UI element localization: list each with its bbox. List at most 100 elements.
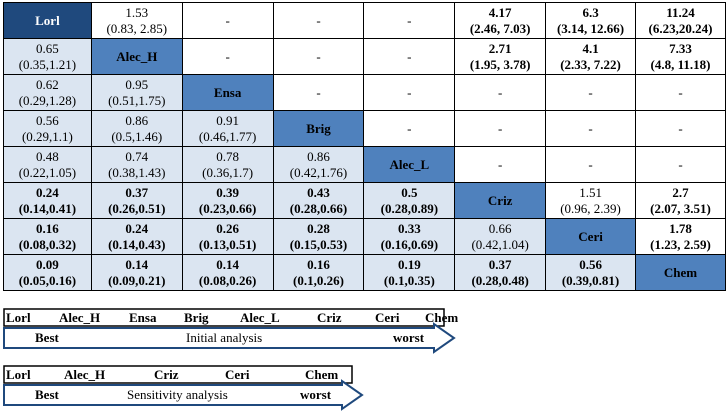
treatment-header-cell: Lorl	[3, 2, 92, 39]
ranking-caption: Initial analysis	[186, 330, 263, 345]
confidence-interval: (0.96, 2.39)	[560, 200, 621, 216]
confidence-interval: (6.23,20.24)	[648, 20, 713, 36]
odds-ratio-value: 0.5	[401, 184, 418, 200]
comparison-cell: 7.33 (4.8, 11.18)	[635, 38, 726, 75]
odds-ratio-value: 0.19	[397, 256, 421, 272]
table-row: 0.56 (0.29,1.1) 0.86 (0.5,1.46) 0.91 (0.46,1.…	[3, 110, 726, 147]
confidence-interval: (0.16,0.69)	[380, 236, 439, 252]
odds-ratio-value: 0.33	[397, 220, 421, 236]
ranking-worst: worst	[393, 330, 425, 345]
odds-ratio-value: 0.24	[36, 184, 59, 200]
ranking-item: Chem	[425, 310, 459, 325]
odds-ratio-value: 0.91	[216, 112, 240, 128]
treatment-header-cell: Chem	[635, 254, 726, 291]
confidence-interval: (2.07, 3.51)	[650, 200, 711, 216]
ranking-item: Alec_L	[240, 310, 280, 325]
odds-ratio-value: 0.24	[125, 220, 149, 236]
odds-ratio-value: 0.78	[216, 148, 240, 164]
confidence-interval: (0.46,1.77)	[198, 128, 257, 144]
odds-ratio-value: 0.86	[307, 148, 330, 164]
confidence-interval: (0.26,0.51)	[108, 200, 166, 216]
ranking-item: Brig	[184, 310, 209, 325]
comparison-cell: 0.65 (0.35,1.21)	[3, 38, 92, 75]
comparison-cell: 0.37 (0.28,0.48)	[454, 254, 547, 291]
confidence-interval: (0.51,1.75)	[108, 92, 166, 108]
odds-ratio-value: 0.37	[125, 184, 149, 200]
odds-ratio-value: 0.48	[36, 148, 59, 164]
confidence-interval: (0.08,0.26)	[198, 272, 257, 288]
empty-comparison-cell: -	[454, 146, 547, 183]
ranking-arrow	[3, 322, 456, 354]
ranking-item: Chem	[305, 367, 339, 382]
comparison-cell: 0.43 (0.28,0.66)	[272, 182, 365, 219]
confidence-interval: (0.23,0.66)	[198, 200, 257, 216]
empty-comparison-cell: -	[181, 38, 274, 75]
odds-ratio-value: 0.65	[36, 40, 59, 56]
comparison-cell: 2.71 (1.95, 3.78)	[454, 38, 547, 75]
ranking-item: Alec_H	[64, 367, 106, 382]
confidence-interval: (0.28,0.89)	[380, 200, 439, 216]
table-row: 0.09 (0.05,0.16) 0.14 (0.09,0.21) 0.14 (0.08,…	[3, 254, 726, 291]
odds-ratio-value: 0.43	[307, 184, 330, 200]
odds-ratio-value: 0.16	[36, 220, 59, 236]
comparison-cell: 0.78 (0.36,1.7)	[181, 146, 274, 183]
comparison-cell: 0.74 (0.38,1.43)	[90, 146, 183, 183]
ranking-caption: Sensitivity analysis	[127, 387, 228, 402]
comparison-cell: 0.24 (0.14,0.41)	[3, 182, 92, 219]
odds-ratio-value: 0.56	[579, 256, 602, 272]
comparison-cell: 0.39 (0.23,0.66)	[181, 182, 274, 219]
confidence-interval: (0.08,0.32)	[18, 236, 77, 252]
ranking-worst: worst	[300, 387, 332, 402]
ranking-item: Criz	[154, 367, 179, 382]
comparison-cell: 0.66 (0.42,1.04)	[454, 218, 547, 255]
odds-ratio-value: 0.56	[36, 112, 59, 128]
confidence-interval: (0.14,0.43)	[108, 236, 166, 252]
confidence-interval: (4.8, 11.18)	[650, 56, 711, 72]
confidence-interval: (0.29,1.28)	[18, 92, 77, 108]
odds-ratio-value: 4.17	[488, 4, 512, 20]
ranking-arrow	[3, 379, 364, 411]
confidence-interval: (0.15,0.53)	[289, 236, 348, 252]
comparison-cell: 2.7 (2.07, 3.51)	[635, 182, 726, 219]
confidence-interval: (0.1,0.26)	[293, 272, 344, 288]
odds-ratio-value: 0.95	[125, 76, 149, 92]
comparison-cell: 0.37 (0.26,0.51)	[90, 182, 183, 219]
confidence-interval: (0.29,1.1)	[21, 128, 73, 144]
comparison-cell: 0.33 (0.16,0.69)	[363, 218, 456, 255]
confidence-interval: (0.05,0.16)	[18, 272, 77, 288]
confidence-interval: (0.42,1.04)	[471, 236, 529, 252]
confidence-interval: (2.33, 7.22)	[560, 56, 621, 72]
table-row: 0.16 (0.08,0.32) 0.24 (0.14,0.43) 0.26 (0.13,…	[3, 218, 726, 255]
odds-ratio-value: 0.09	[36, 256, 59, 272]
comparison-cell: 0.14 (0.09,0.21)	[90, 254, 183, 291]
odds-ratio-value: 0.14	[216, 256, 240, 272]
treatment-header-cell: Ceri	[545, 218, 637, 255]
odds-ratio-value: 2.71	[488, 40, 512, 56]
odds-ratio-value: 1.51	[579, 184, 602, 200]
ranking-item: Lorl	[6, 310, 31, 325]
odds-ratio-value: 0.39	[216, 184, 240, 200]
empty-comparison-cell: -	[272, 38, 365, 75]
odds-ratio-value: 1.53	[125, 4, 149, 20]
comparison-cell: 0.86 (0.5,1.46)	[90, 110, 183, 147]
confidence-interval: (0.42,1.76)	[289, 164, 348, 180]
confidence-interval: (2.46, 7.03)	[469, 20, 531, 36]
odds-ratio-value: 0.16	[307, 256, 330, 272]
ranking-item: Lorl	[6, 367, 31, 382]
odds-ratio-value: 0.28	[307, 220, 330, 236]
ranking-item: Criz	[317, 310, 342, 325]
comparison-cell: 0.24 (0.14,0.43)	[90, 218, 183, 255]
table-row: 0.62 (0.29,1.28) 0.95 (0.51,1.75) Ensa - - - - -	[3, 74, 726, 111]
confidence-interval: (0.14,0.41)	[18, 200, 77, 216]
confidence-interval: (3.14, 12.66)	[556, 20, 625, 36]
ranking-best: Best	[35, 330, 59, 345]
comparison-cell: 0.16 (0.08,0.32)	[3, 218, 92, 255]
treatment-header-cell: Brig	[272, 110, 365, 147]
odds-ratio-value: 0.86	[125, 112, 149, 128]
confidence-interval: (0.28,0.66)	[289, 200, 348, 216]
odds-ratio-value: 0.62	[36, 76, 59, 92]
empty-comparison-cell: -	[454, 74, 547, 111]
empty-comparison-cell: -	[545, 74, 637, 111]
confidence-interval: (0.5,1.46)	[111, 128, 163, 144]
